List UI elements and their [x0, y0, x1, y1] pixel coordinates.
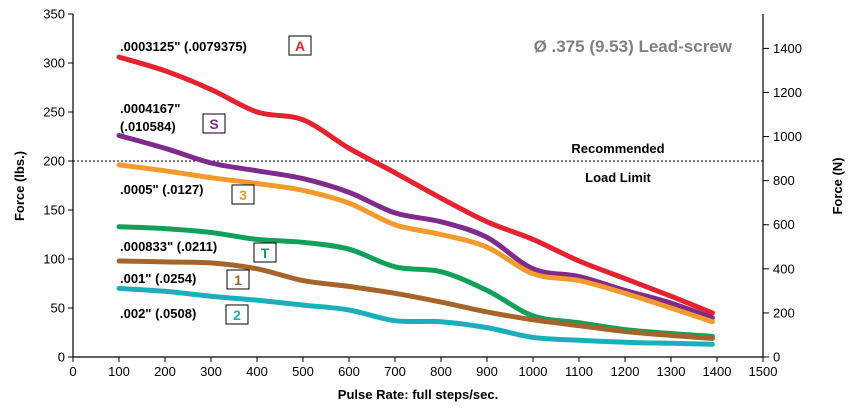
y-left-tick-label: 350 [43, 7, 65, 22]
series-tag-box-s [202, 113, 226, 134]
y-left-tick-label: 250 [43, 105, 65, 120]
series-tag-box-1 [226, 269, 250, 290]
y-right-tick-label: 400 [773, 261, 795, 276]
x-tick-label: 1000 [519, 364, 548, 379]
series-line-3 [116, 162, 715, 325]
x-tick-label: 700 [384, 364, 406, 379]
y-right-tick-label: 1200 [773, 85, 802, 100]
y-left-tick-label: 150 [43, 203, 65, 218]
y-axis-label-left: Force (lbs.) [12, 151, 27, 221]
series-tag-t: T [261, 245, 270, 261]
series-line-2 [116, 285, 715, 347]
x-tick-label: 600 [338, 364, 360, 379]
x-tick-label: 500 [292, 364, 314, 379]
x-tick-label: 900 [476, 364, 498, 379]
y-left-tick-label: 200 [43, 154, 65, 169]
x-tick-label: 400 [246, 364, 268, 379]
y-right-tick-label: 1400 [773, 41, 802, 56]
x-tick-label: 0 [69, 364, 76, 379]
series-tag-s: S [209, 116, 218, 132]
series-label-a: .0003125" (.0079375) [120, 39, 247, 54]
series-tag-box-2 [225, 304, 249, 325]
series-label-t: .000833" (.0211) [120, 239, 217, 254]
y-left-tick-label: 100 [43, 252, 65, 267]
series-label-2: .002" (.0508) [120, 306, 196, 321]
series-label-3: .0005" (.0127) [120, 182, 204, 197]
series-line-1 [116, 258, 715, 341]
x-axis-label: Pulse Rate: full steps/sec. [338, 387, 498, 402]
series-label-line2-s: (.010584) [120, 119, 176, 134]
axes-layer: 0 100 200 300 400 500 600 700 800 900 1000 1100 1200… [43, 7, 802, 380]
x-tick-label: 1500 [749, 364, 778, 379]
y-left-tick-label: 0 [58, 350, 65, 365]
series-label-s: .0004167" [120, 101, 180, 116]
x-tick-label: 1100 [565, 364, 593, 379]
x-tick-label: 300 [200, 364, 222, 379]
series-tag-3: 3 [239, 187, 247, 203]
series-tag-box-t [253, 242, 277, 263]
series-label-layer: .0003125" (.0079375) A .0004167" (.010584) S… [120, 35, 312, 325]
series-layer [116, 54, 715, 347]
reference-line-label-top: Recommended [571, 141, 664, 156]
y-right-tick-label: 800 [773, 173, 795, 188]
series-tag-box-3 [231, 184, 255, 205]
x-tick-label: 200 [154, 364, 176, 379]
y-left-tick-label: 300 [43, 56, 65, 71]
reference-line-label-bottom: Load Limit [585, 170, 651, 185]
chart-title: Ø .375 (9.53) Lead-screw [534, 37, 733, 56]
y-right-tick-label: 600 [773, 217, 795, 232]
series-tag-1: 1 [234, 272, 242, 288]
series-line-a [116, 54, 715, 316]
y-right-tick-label: 0 [773, 350, 780, 365]
series-label-1: .001" (.0254) [120, 271, 196, 286]
series-tag-a: A [295, 38, 305, 54]
series-line-s [116, 133, 715, 321]
y-left-tick-label: 50 [51, 301, 65, 316]
y-axis-label-right: Force (N) [830, 157, 845, 214]
x-tick-label: 1400 [703, 364, 732, 379]
x-tick-label: 800 [430, 364, 452, 379]
x-tick-label: 1300 [657, 364, 686, 379]
x-tick-label: 1200 [611, 364, 640, 379]
y-right-tick-label: 1000 [773, 129, 802, 144]
x-tick-label: 100 [108, 364, 130, 379]
series-tag-2: 2 [233, 307, 241, 323]
y-right-tick-label: 200 [773, 305, 795, 320]
series-tag-box-a [288, 35, 312, 56]
